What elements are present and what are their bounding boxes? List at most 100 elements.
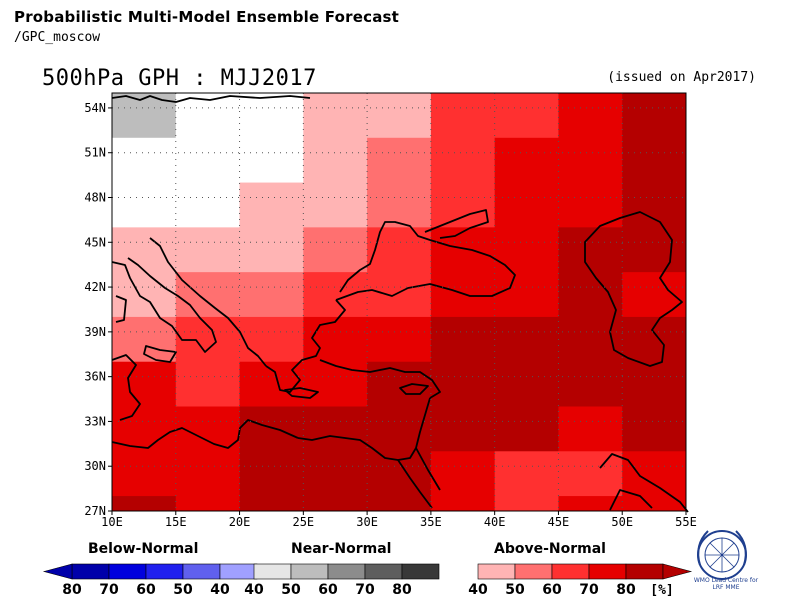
lon-label: 50E [611, 515, 633, 529]
figure-title: Probabilistic Multi-Model Ensemble Forec… [14, 8, 400, 26]
shade-cell [239, 496, 304, 512]
shade-cell [367, 93, 432, 139]
shade-cell [494, 182, 559, 228]
shade-cell [175, 496, 241, 512]
coastlines [111, 95, 689, 513]
lat-label: 51N [84, 146, 106, 160]
shade-cell [494, 137, 559, 184]
shade-cell [175, 227, 241, 273]
graticule [112, 93, 686, 511]
legend-near-swatch [401, 563, 440, 580]
shade-cell [622, 272, 687, 318]
legend-near-label: 50 [281, 582, 301, 598]
shade-cell [239, 93, 304, 139]
legend-above-swatch [625, 563, 664, 580]
coastline-sardinia [115, 295, 127, 323]
shade-cell [558, 137, 623, 184]
legend-above-label: 60 [542, 582, 562, 598]
shade-cell [494, 451, 559, 497]
coastline-sicily [143, 345, 177, 363]
legend-above-title: Above-Normal [494, 541, 606, 557]
lat-label: 30N [84, 459, 106, 473]
map-frame [111, 92, 687, 512]
shade-cell [303, 227, 368, 273]
lon-label: 40E [484, 515, 506, 529]
shade-cell [175, 182, 241, 228]
shade-cell [430, 93, 496, 139]
lat-label: 54N [84, 101, 106, 115]
shade-cell [430, 137, 496, 184]
coastline-greece [265, 299, 346, 393]
coastline-libya [111, 419, 299, 449]
shade-cell [622, 361, 687, 407]
lat-label: 42N [84, 280, 106, 294]
shade-cell [112, 272, 177, 318]
shade-cell [303, 137, 368, 184]
lat-label: 33N [84, 414, 106, 428]
shade-cell [558, 406, 623, 452]
shade-cell [239, 272, 304, 318]
legend-above-swatch [588, 563, 627, 580]
legend: 80 70 60 50 40 40 50 60 70 80 40 50 60 70 80 [%] [42, 563, 693, 598]
legend-below-label: 40 [210, 582, 230, 598]
legend-above-arrow [662, 563, 693, 580]
shade-cell [175, 137, 241, 184]
legend-below-label: 60 [136, 582, 156, 598]
legend-above-label: 50 [505, 582, 525, 598]
shade-cell [303, 361, 368, 407]
lon-label: 30E [356, 515, 378, 529]
shade-cell [558, 496, 623, 512]
shade-cell [175, 361, 241, 407]
lon-label: 25E [292, 515, 314, 529]
source-label: /GPC_moscow [14, 30, 101, 45]
shade-cell [175, 451, 241, 497]
legend-below-title: Below-Normal [88, 541, 199, 557]
lat-label: 39N [84, 325, 106, 339]
lat-label: 27N [84, 504, 106, 518]
shade-cell [303, 496, 368, 512]
legend-above-swatch [477, 563, 516, 580]
legend-above-label: 40 [468, 582, 488, 598]
shade-cell [430, 451, 496, 497]
probability-shading [112, 93, 687, 512]
shade-cell [175, 406, 241, 452]
legend-below-swatch [108, 563, 147, 580]
lon-label: 10E [101, 515, 123, 529]
shade-cell [430, 496, 496, 512]
shade-cell [558, 272, 623, 318]
legend-near-swatch [290, 563, 329, 580]
shade-cell [239, 137, 304, 184]
legend-above-label: 80 [616, 582, 636, 598]
shade-cell [239, 316, 304, 363]
legend-below-label: 80 [62, 582, 82, 598]
shade-cell [622, 182, 687, 228]
shade-cell [558, 361, 623, 407]
lon-label: 35E [420, 515, 442, 529]
shade-cell [367, 227, 432, 273]
lat-label: 36N [84, 370, 106, 384]
legend-above-swatch [514, 563, 553, 580]
coastline-azov [424, 209, 489, 239]
legend-below-label: 50 [173, 582, 193, 598]
coastline-crete [284, 387, 319, 399]
shade-cell [367, 316, 432, 363]
legend-near-label: 70 [355, 582, 375, 598]
coastline-turkey-south [319, 359, 441, 399]
shade-cell [239, 227, 304, 273]
coastline-cyprus [399, 383, 429, 395]
shade-cell [430, 316, 496, 363]
coastline-black-sea [335, 221, 516, 301]
legend-near-label: 40 [244, 582, 264, 598]
shade-cell [112, 496, 177, 512]
shade-cell [494, 227, 559, 273]
shade-cell [112, 451, 177, 497]
shade-cell [112, 361, 177, 407]
shade-cell [239, 182, 304, 228]
shade-cell [367, 137, 432, 184]
legend-below-swatch [182, 563, 221, 580]
shade-cell [175, 272, 241, 318]
variable-period-title: 500hPa GPH : MJJ2017 [42, 66, 317, 91]
shade-cell [367, 451, 432, 497]
shade-cell [622, 93, 687, 139]
